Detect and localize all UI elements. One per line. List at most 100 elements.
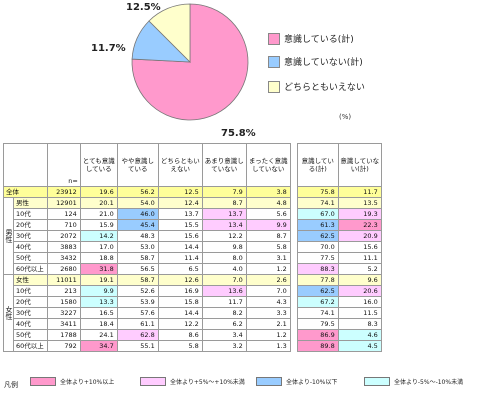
row-label: 40代	[13, 318, 48, 330]
footer-swatch	[140, 377, 166, 386]
table-cell: 8.2	[201, 307, 247, 319]
table-cell: 16.5	[79, 307, 118, 319]
table-header-row: n= とても意識している やや意識している どちらともいえない あまり意識していない まっ…	[3, 143, 382, 187]
table-row: 50代 1788 24.1 62.8 8.6 3.4 1.2 86.9 4.6	[4, 329, 382, 341]
table-cell: 3.3	[245, 307, 291, 319]
table-cell: 4.0	[201, 263, 247, 275]
table-cell: 13.3	[79, 296, 118, 308]
table-cell: 9.8	[201, 241, 247, 253]
row-n: 3227	[46, 307, 81, 319]
table-cell: 16.0	[337, 296, 382, 308]
table-cell: 4.3	[245, 296, 291, 308]
table-cell: 3.8	[245, 186, 291, 198]
table-cell: 13.4	[201, 219, 247, 231]
table-cell: 48.3	[116, 230, 159, 242]
table-cell: 9.9	[245, 219, 291, 231]
table-cell: 58.7	[116, 274, 159, 286]
column-gap	[290, 275, 297, 286]
table-cell: 15.5	[157, 219, 203, 231]
footer-legend-text: 全体より+10%以上	[60, 379, 115, 386]
footer-swatch	[30, 377, 56, 386]
table-cell: 70.0	[296, 241, 339, 253]
footer-legend-text: 全体より-5%〜-10%未満	[394, 379, 464, 386]
table-cell: 5.2	[337, 263, 382, 275]
table-cell: 3.2	[201, 340, 247, 352]
table-cell: 13.5	[337, 197, 382, 209]
table-cell: 6.2	[201, 318, 247, 330]
legend-swatch-pink	[268, 32, 280, 45]
column-header: 意識している(計)	[296, 143, 339, 187]
table-cell: 19.1	[79, 274, 118, 286]
pie-legend-item-no: 意識していない(計)	[268, 55, 363, 68]
table-cell: 1.3	[245, 340, 291, 352]
table-row: 20代 710 15.9 45.4 15.5 13.4 9.9 61.3 22.3	[4, 219, 382, 231]
column-gap	[290, 297, 297, 308]
table-cell: 7.0	[245, 285, 291, 297]
column-gap	[290, 144, 297, 187]
table-cell: 18.8	[79, 252, 118, 264]
row-n: 213	[46, 285, 81, 297]
table-cell: 4.8	[245, 197, 291, 209]
column-gap	[290, 209, 297, 220]
legend-swatch-blue	[268, 55, 280, 68]
table-cell: 67.0	[296, 208, 339, 220]
column-gap	[290, 308, 297, 319]
table-row: 女性 女性 11011 19.1 58.7 12.6 7.0 2.6 77.8 9.6	[3, 274, 382, 352]
column-gap	[290, 198, 297, 209]
table-cell: 12.2	[157, 318, 203, 330]
table-row: 60代以上 792 34.7 55.1 5.8 3.2 1.3 89.8 4.5	[4, 340, 382, 352]
column-gap	[290, 231, 297, 242]
table-cell: 62.8	[116, 329, 159, 341]
table-cell: 61.3	[296, 219, 339, 231]
table-cell: 7.9	[201, 186, 247, 198]
table-cell: 11.7	[201, 296, 247, 308]
footer-legend-text: 全体より+5%〜+10%未満	[170, 379, 245, 386]
table-cell: 20.9	[337, 230, 382, 242]
footer-legend-3: 全体より-10%以下	[256, 377, 337, 386]
table-cell: 11.4	[157, 252, 203, 264]
group-label: 女性	[3, 274, 14, 352]
table-cell: 61.1	[116, 318, 159, 330]
header-blank	[3, 143, 48, 187]
row-n: 1580	[46, 296, 81, 308]
row-label: 40代	[13, 241, 48, 253]
column-header: あまり意識していない	[201, 143, 247, 187]
table-cell: 88.3	[296, 263, 339, 275]
legend-label: 意識していない(計)	[284, 58, 363, 68]
table-cell: 11.1	[337, 252, 382, 264]
table-cell: 2.6	[245, 274, 291, 286]
unit-note: (%)	[339, 113, 352, 121]
table-cell: 55.1	[116, 340, 159, 352]
table-cell: 79.5	[296, 318, 339, 330]
row-n: 2072	[46, 230, 81, 242]
legend-swatch-yellow	[268, 80, 280, 93]
table-cell: 9.9	[79, 285, 118, 297]
table-cell: 53.0	[116, 241, 159, 253]
table-cell: 8.0	[201, 252, 247, 264]
table-cell: 7.0	[201, 274, 247, 286]
row-n: 792	[46, 340, 81, 352]
table-cell: 52.6	[116, 285, 159, 297]
row-label: 男性	[13, 197, 48, 209]
table-cell: 8.7	[245, 230, 291, 242]
footer-swatch	[256, 377, 282, 386]
table-cell: 75.8	[296, 186, 339, 198]
column-gap	[290, 220, 297, 231]
footer-legend-2: 全体より+5%〜+10%未満	[140, 377, 245, 386]
table-cell: 8.3	[337, 318, 382, 330]
table-cell: 14.4	[157, 307, 203, 319]
table-row: 男性 男性 12901 20.1 54.0 12.4 8.7 4.8 74.1 13.5	[3, 197, 382, 275]
table-cell: 15.6	[337, 241, 382, 253]
row-n: 11011	[46, 274, 81, 286]
table-row: 50代 3432 18.8 58.7 11.4 8.0 3.1 77.5 11.1	[4, 252, 382, 264]
table-cell: 20.6	[337, 285, 382, 297]
table-cell: 74.1	[296, 307, 339, 319]
row-label: 60代以上	[13, 263, 48, 275]
pie-legend-item-neutral: どちらともいえない	[268, 80, 365, 93]
column-header: どちらともいえない	[157, 143, 203, 187]
column-gap	[290, 319, 297, 330]
row-label: 10代	[13, 285, 48, 297]
row-label: 全体	[3, 186, 48, 198]
table-cell: 12.2	[201, 230, 247, 242]
table-cell: 11.5	[337, 307, 382, 319]
